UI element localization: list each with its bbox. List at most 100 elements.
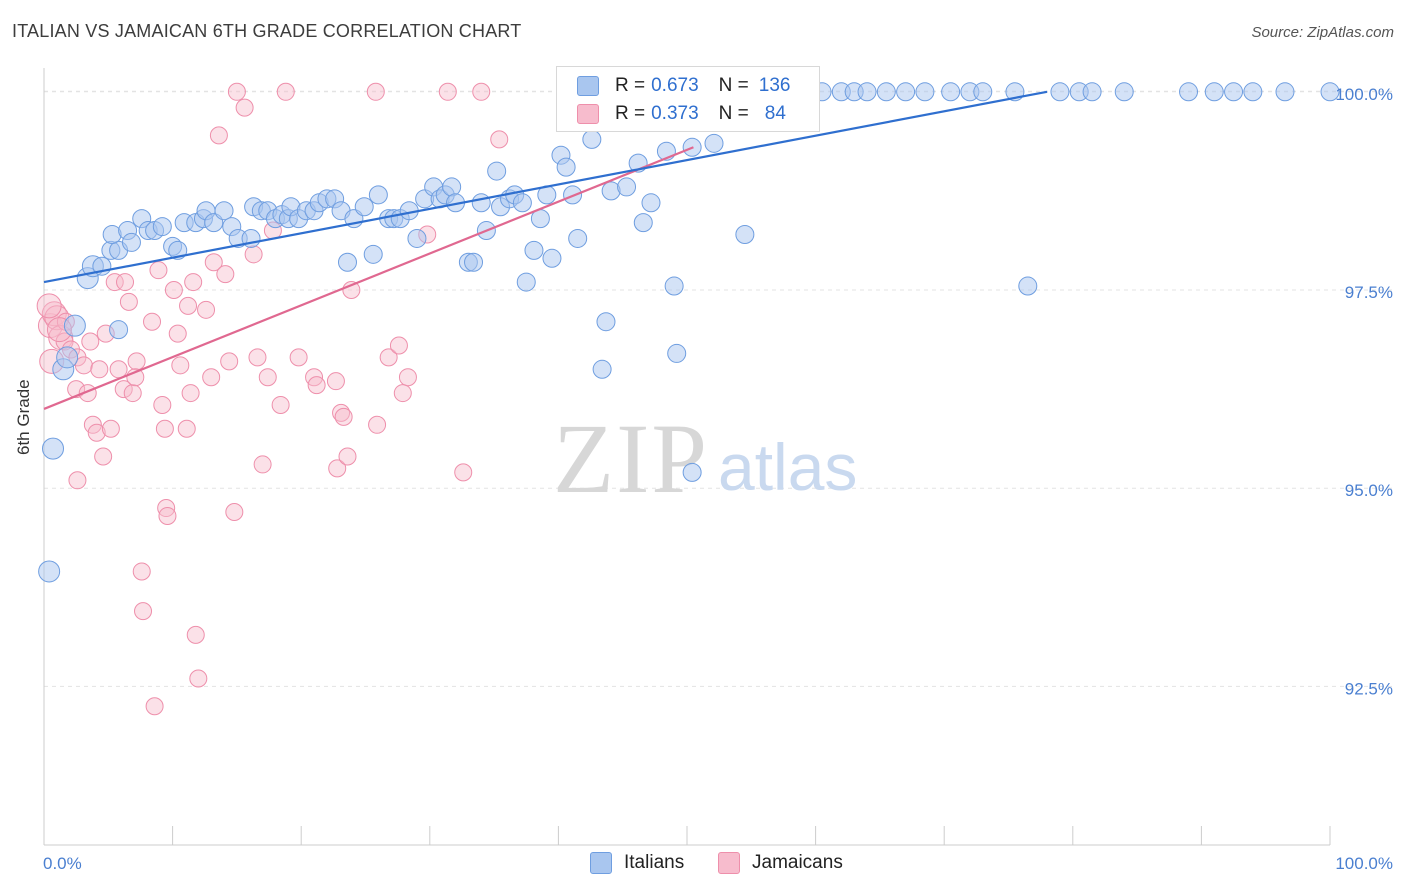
r-label: R = — [615, 75, 646, 96]
jamaicans-point — [253, 455, 272, 474]
jamaicans-point — [307, 376, 326, 395]
jamaicans-point — [132, 562, 151, 581]
jamaicans-legend-label: Jamaicans — [752, 852, 843, 873]
n-label: N = — [718, 75, 749, 96]
jamaicans-point — [438, 82, 457, 101]
y-tick-label: 100.0% — [1335, 85, 1393, 104]
italians-point — [38, 560, 61, 583]
jamaicans-point — [179, 296, 198, 315]
italians-point — [876, 82, 896, 102]
italians-point — [121, 232, 141, 252]
jamaicans-point — [334, 407, 353, 426]
jamaicans-swatch — [577, 104, 599, 124]
jamaicans-point — [149, 261, 168, 280]
jamaicans-point — [197, 300, 216, 319]
italians-point — [941, 82, 961, 102]
jamaicans-point — [235, 98, 254, 117]
jamaicans-point — [164, 281, 183, 299]
italians-point — [512, 193, 532, 213]
jamaicans-point — [101, 419, 120, 438]
jamaicans-point — [127, 352, 146, 371]
x-tick-label: 0.0% — [43, 854, 82, 873]
jamaicans-point — [490, 130, 509, 149]
italians-point — [664, 276, 684, 296]
italians-point — [1018, 276, 1038, 296]
italians-point — [592, 359, 612, 379]
italians-point — [596, 312, 616, 332]
jamaicans-points — [36, 82, 509, 716]
jamaicans-point — [338, 447, 357, 466]
jamaicans-point — [87, 423, 106, 442]
y-axis-label: 6th Grade — [14, 379, 33, 455]
jamaicans-point — [186, 625, 205, 644]
italians-point — [337, 252, 357, 272]
jamaicans-point — [153, 395, 172, 414]
italians-point — [42, 437, 65, 460]
jamaicans-point — [143, 312, 162, 331]
italians-point — [556, 157, 576, 177]
italians-point — [487, 161, 507, 181]
legend-item-italians[interactable]: Italians — [590, 852, 684, 874]
watermark-atlas: atlas — [718, 430, 857, 504]
jamaicans-point — [74, 356, 93, 375]
italians-point — [1243, 82, 1263, 102]
italians-point — [63, 314, 86, 337]
jamaicans-point — [366, 82, 385, 101]
jamaicans-point — [248, 348, 267, 367]
italians-point — [633, 213, 653, 233]
italians-point — [152, 217, 172, 237]
jamaicans-point — [41, 301, 67, 327]
jamaicans-point — [123, 384, 142, 403]
legend-row-italians: R = 0.673 N = 136 — [577, 73, 790, 99]
jamaicans-point — [328, 459, 347, 478]
italians-point — [542, 248, 562, 268]
jamaicans-point — [155, 419, 174, 438]
jamaicans-point — [94, 447, 113, 466]
jamaicans-point — [119, 292, 138, 311]
n-value: 84 — [764, 103, 786, 124]
italians-point — [1275, 82, 1295, 102]
italians-point — [667, 343, 687, 363]
jamaicans-point — [171, 356, 190, 375]
r-value: 0.673 — [651, 75, 699, 96]
jamaicans-point — [398, 368, 417, 387]
italians-point — [915, 82, 935, 102]
italians-point — [407, 228, 427, 248]
italians-point — [354, 197, 374, 217]
jamaicans-point — [90, 360, 109, 379]
legend-item-jamaicans[interactable]: Jamaicans — [718, 852, 843, 874]
jamaicans-legend-swatch — [718, 852, 740, 874]
jamaicans-point — [189, 669, 208, 688]
gridlines — [44, 90, 1394, 687]
watermark: ZIP atlas — [553, 403, 857, 514]
italians-point — [1320, 82, 1340, 102]
tick-labels: 92.5% 95.0% 97.5% 100.0% 0.0% 100.0% — [43, 85, 1393, 873]
n-value: 136 — [758, 75, 791, 96]
axes — [43, 68, 1331, 846]
jamaicans-point — [202, 368, 221, 387]
italians-point — [471, 193, 491, 213]
italians-point — [1204, 82, 1224, 102]
jamaicans-point — [177, 419, 196, 438]
jamaicans-point — [244, 245, 263, 264]
jamaicans-point — [258, 368, 277, 387]
jamaicans-point — [204, 253, 223, 272]
italians-point — [704, 133, 724, 153]
jamaicans-point — [81, 332, 100, 351]
y-tick-label: 92.5% — [1345, 679, 1393, 698]
jamaicans-point — [181, 384, 200, 403]
italians-trend-line — [43, 90, 1048, 284]
italians-point — [368, 185, 388, 205]
jamaicans-point — [68, 471, 87, 490]
legend-row-jamaicans: R = 0.373 N = 84 — [577, 101, 786, 127]
jamaicans-point — [289, 348, 308, 367]
italians-point — [582, 129, 602, 149]
jamaicans-point — [145, 697, 164, 716]
italians-point — [214, 201, 234, 221]
x-tick-label: 100.0% — [1335, 854, 1393, 873]
r-value: 0.373 — [651, 103, 699, 124]
italians-point — [1179, 82, 1199, 102]
italians-legend-label: Italians — [624, 852, 685, 873]
jamaicans-point — [472, 82, 491, 101]
jamaicans-point — [227, 82, 246, 101]
